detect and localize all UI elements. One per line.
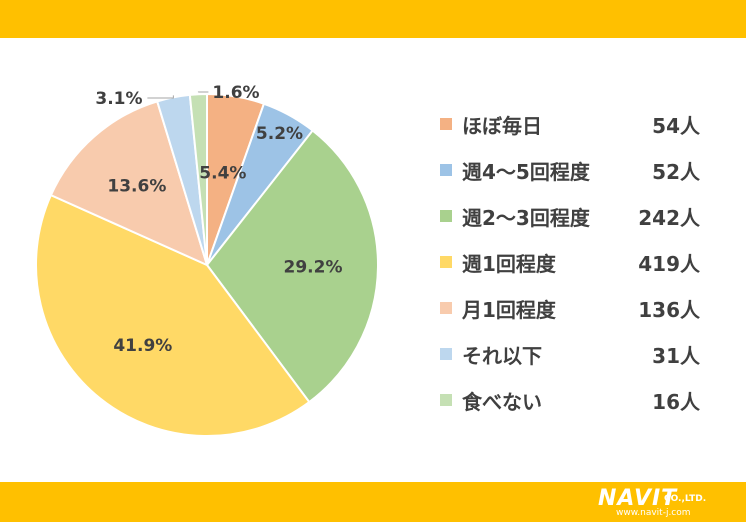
legend-label: 週4～5回程度 [462, 160, 590, 184]
legend-item-2: 週2～3回程度 242人 [440, 200, 740, 230]
bottom-banner [0, 482, 746, 522]
legend-label: それ以下 [462, 344, 542, 368]
legend-item-0: ほぼ毎日 54人 [440, 108, 740, 138]
slice-label-0: 5.4% [199, 163, 246, 183]
legend-item-5: それ以下 31人 [440, 338, 740, 368]
slice-label-6: 1.6% [212, 83, 259, 103]
legend-swatch [440, 210, 452, 222]
slice-label-2: 29.2% [284, 257, 343, 277]
legend-swatch [440, 118, 452, 130]
legend-count: 136人 [638, 298, 700, 322]
legend-label: ほぼ毎日 [462, 114, 542, 138]
legend-count: 31人 [652, 344, 700, 368]
legend-count: 52人 [652, 160, 700, 184]
pie-slice-6 [188, 92, 208, 266]
pie-chart: 5.4% 5.2% 29.2% 41.9% 13.6% 3.1% 1.6% [35, 83, 379, 437]
legend-count: 54人 [652, 114, 700, 138]
legend-item-6: 食べない 16人 [440, 384, 740, 414]
legend-label: 週2～3回程度 [462, 206, 590, 230]
legend-label: 月1回程度 [462, 298, 556, 322]
legend-swatch [440, 394, 452, 406]
logo-company-suffix: CO.,LTD. [664, 494, 707, 504]
legend-label: 食べない [462, 390, 542, 414]
pie-slice-3 [35, 193, 311, 437]
top-banner [0, 0, 746, 38]
legend-item-1: 週4～5回程度 52人 [440, 154, 740, 184]
slice-label-3: 41.9% [113, 336, 172, 356]
navit-logo: NAVIT CO.,LTD. www.navit-j.com [598, 486, 738, 520]
pie-slice-2 [205, 129, 379, 404]
legend-swatch [440, 256, 452, 268]
legend-count: 16人 [652, 390, 700, 414]
slice-label-4: 13.6% [107, 176, 166, 196]
legend-item-3: 週1回程度 419人 [440, 246, 740, 276]
legend-swatch [440, 164, 452, 176]
legend-count: 419人 [638, 252, 700, 276]
logo-url: www.navit-j.com [616, 508, 691, 518]
legend-swatch [440, 348, 452, 360]
pie-slice-4 [49, 100, 209, 267]
slice-label-1: 5.2% [256, 124, 303, 144]
legend-label: 週1回程度 [462, 252, 556, 276]
leader-line-5 [147, 95, 174, 99]
slice-label-5: 3.1% [95, 89, 142, 109]
legend-item-4: 月1回程度 136人 [440, 292, 740, 322]
legend-count: 242人 [638, 206, 700, 230]
legend-swatch [440, 302, 452, 314]
logo-main-text: NAVIT [598, 486, 678, 511]
